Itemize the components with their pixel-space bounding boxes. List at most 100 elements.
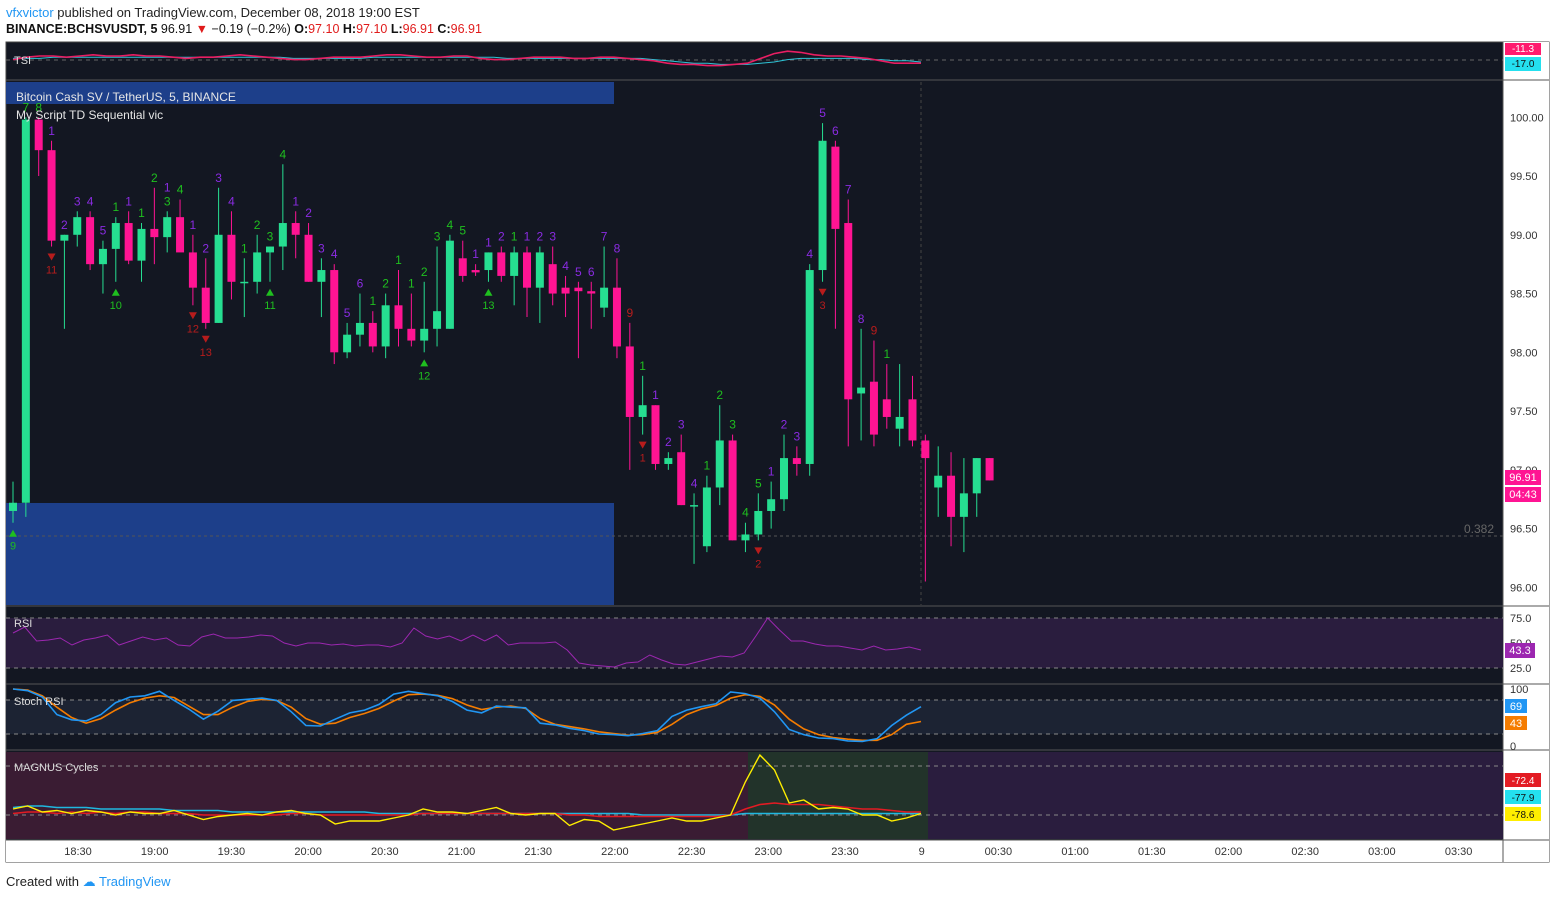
- chart-background: [6, 42, 1503, 862]
- author-link[interactable]: vfxvictor: [6, 5, 54, 20]
- candle-body: [780, 458, 788, 500]
- candle-body: [831, 146, 840, 229]
- td-count-label: 1: [395, 253, 402, 267]
- candle-body: [21, 119, 30, 503]
- candle-body: [381, 305, 390, 347]
- time-tick-label: 20:30: [371, 846, 399, 858]
- stoch-band: [6, 700, 1503, 734]
- td-count-label: 1: [485, 235, 492, 249]
- candle-body: [574, 287, 583, 292]
- symbol-name: BINANCE:BCHSVUSDT, 5: [6, 22, 158, 36]
- tsi-label: TSI: [14, 55, 31, 67]
- magnus-badge2: -77.9: [1512, 793, 1535, 804]
- td-count-label: 6: [357, 277, 364, 291]
- candle-body: [73, 217, 82, 235]
- candle-body: [34, 119, 43, 151]
- high-value: 97.10: [356, 22, 388, 36]
- td-count-label: 4: [691, 476, 698, 490]
- time-tick-label: 23:00: [755, 846, 783, 858]
- close-value: 96.91: [450, 22, 482, 36]
- timer-badge: 04:43: [1509, 489, 1537, 501]
- td-count-label: 3: [215, 171, 222, 185]
- td-count-label: 4: [331, 247, 338, 261]
- stoch-label: Stoch RSI: [14, 696, 64, 708]
- candle-body: [497, 252, 506, 276]
- timer-badge-bg: [1505, 487, 1541, 502]
- magnus-label: MAGNUS Cycles: [14, 762, 99, 774]
- time-tick-label: 20:00: [294, 846, 322, 858]
- time-tick-label: 21:30: [524, 846, 552, 858]
- time-tick-label: 19:00: [141, 846, 169, 858]
- magnus-yellow-line: [12, 753, 922, 831]
- price-tick-label: 97.50: [1510, 406, 1538, 418]
- candle-body: [869, 381, 878, 435]
- candle-body: [600, 287, 609, 308]
- candle-body: [857, 387, 866, 394]
- td-count-label: 7: [23, 100, 30, 114]
- candle-body: [523, 252, 531, 288]
- td-count-label: 5: [575, 265, 582, 279]
- tsi-main-line: [12, 50, 921, 67]
- price-axis-area: [1503, 42, 1549, 862]
- candle-body: [561, 287, 570, 294]
- candle-body: [612, 287, 621, 347]
- td-setup-label: 2: [755, 558, 761, 570]
- td-count-label: 4: [280, 147, 287, 161]
- time-tick-label: 9: [919, 846, 925, 858]
- candle-body: [664, 458, 673, 464]
- magnus-badge1: -72.4: [1512, 776, 1535, 787]
- stoch-tick-label: 100: [1510, 684, 1528, 696]
- price-tick-label: 96.50: [1510, 524, 1538, 536]
- buy-arrow-icon: [420, 359, 429, 367]
- tradingview-link[interactable]: TradingView: [99, 874, 171, 889]
- magnus-lines: [12, 753, 922, 831]
- candles-group: [9, 117, 994, 582]
- td-count-label: 1: [511, 230, 518, 244]
- magnus-zone-purple: [928, 752, 1503, 839]
- rsi-line: [12, 617, 922, 668]
- low-label: L:: [390, 22, 403, 36]
- td-count-label: 4: [806, 247, 813, 261]
- candle-body: [163, 217, 172, 238]
- td-count-label: 2: [421, 265, 428, 279]
- candle-body: [535, 252, 544, 288]
- td-count-label: 1: [639, 359, 646, 373]
- td-count-label: 1: [241, 241, 248, 255]
- time-tick-label: 18:30: [64, 846, 92, 858]
- publish-info: vfxvictor published on TradingView.com, …: [6, 5, 420, 20]
- candle-body: [934, 475, 943, 488]
- candle-body: [651, 405, 660, 464]
- candle-body: [715, 440, 724, 488]
- price-badge: 96.91: [1509, 472, 1537, 484]
- time-tick-label: 02:30: [1291, 846, 1319, 858]
- price-tick-label: 100.00: [1510, 112, 1544, 124]
- td-count-label: 1: [48, 124, 55, 138]
- td-count-label: 3: [794, 429, 801, 443]
- time-tick-label: 02:00: [1215, 846, 1243, 858]
- td-count-label: 5: [819, 106, 826, 120]
- main-title: Bitcoin Cash SV / TetherUS, 5, BINANCE: [16, 90, 236, 104]
- candle-body: [921, 440, 930, 459]
- price-tick-label: 98.00: [1510, 347, 1538, 359]
- td-setup-label: 3: [819, 300, 825, 312]
- time-tick-label: 01:00: [1061, 846, 1089, 858]
- sell-arrow-icon: [818, 288, 827, 296]
- candle-body: [985, 458, 994, 481]
- candle-body: [433, 311, 442, 329]
- td-count-label: 3: [434, 230, 441, 244]
- td-count-label: 2: [665, 435, 672, 449]
- td-count-label: 6: [588, 265, 595, 279]
- td-count-label: 4: [228, 194, 235, 208]
- candle-body: [510, 252, 519, 276]
- candle-body: [291, 223, 300, 235]
- time-tick-label: 00:30: [985, 846, 1013, 858]
- candle-body: [343, 334, 352, 353]
- td-count-label: 2: [305, 206, 312, 220]
- td-count-label: 1: [190, 218, 197, 232]
- td-count-label: 1: [768, 465, 775, 479]
- td-count-label: 5: [100, 224, 107, 238]
- candle-body: [201, 287, 210, 323]
- tsi-lines: [12, 50, 922, 67]
- td-count-label: 8: [35, 100, 42, 114]
